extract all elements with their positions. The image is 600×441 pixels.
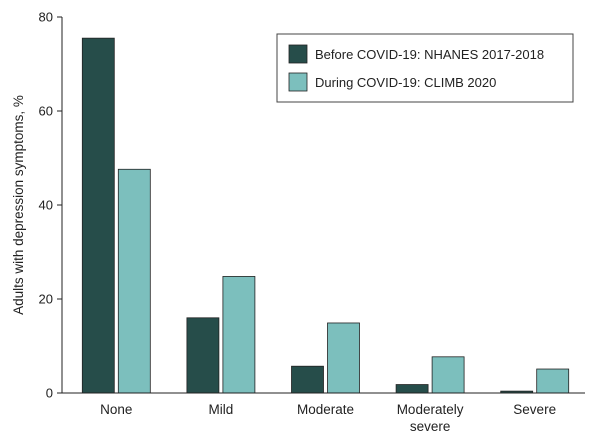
y-tick-label: 40 (39, 198, 53, 213)
legend-label-during: During COVID-19: CLIMB 2020 (315, 75, 496, 90)
x-axis-labels: None Mild Moderate Moderately severe Severe (100, 402, 556, 434)
x-tick-label: Severe (513, 402, 556, 417)
bars (81, 37, 570, 394)
bar-during-moderate (327, 322, 360, 394)
x-tick-label: Mild (209, 402, 234, 417)
y-axis-label-group: Adults with depression symptoms, % (11, 95, 26, 315)
legend: Before COVID-19: NHANES 2017-2018 During… (276, 33, 574, 103)
y-tick-label: 60 (39, 104, 53, 119)
legend-swatch-before (288, 44, 308, 64)
bar-before-mild (186, 317, 220, 394)
y-axis-ticks: 0 20 40 60 80 (39, 10, 62, 401)
legend-box (276, 33, 574, 103)
y-tick-label: 80 (39, 10, 53, 25)
bar-before-moderate (291, 365, 324, 394)
bar-before-none (81, 37, 115, 394)
y-axis-label: Adults with depression symptoms, % (11, 95, 26, 315)
y-tick-label: 0 (46, 386, 53, 401)
x-tick-label: None (100, 402, 132, 417)
bar-during-mild (222, 276, 256, 394)
legend-swatch-during (288, 72, 308, 92)
bar-before-moderately-severe (395, 384, 429, 394)
x-tick-label: Moderately severe (397, 402, 464, 434)
bar-during-none (117, 168, 151, 394)
x-tick-label: Moderate (297, 402, 354, 417)
bar-during-moderately-severe (431, 356, 465, 394)
y-tick-label: 20 (39, 292, 53, 307)
bar-during-severe (536, 368, 570, 394)
legend-label-before: Before COVID-19: NHANES 2017-2018 (315, 47, 544, 62)
